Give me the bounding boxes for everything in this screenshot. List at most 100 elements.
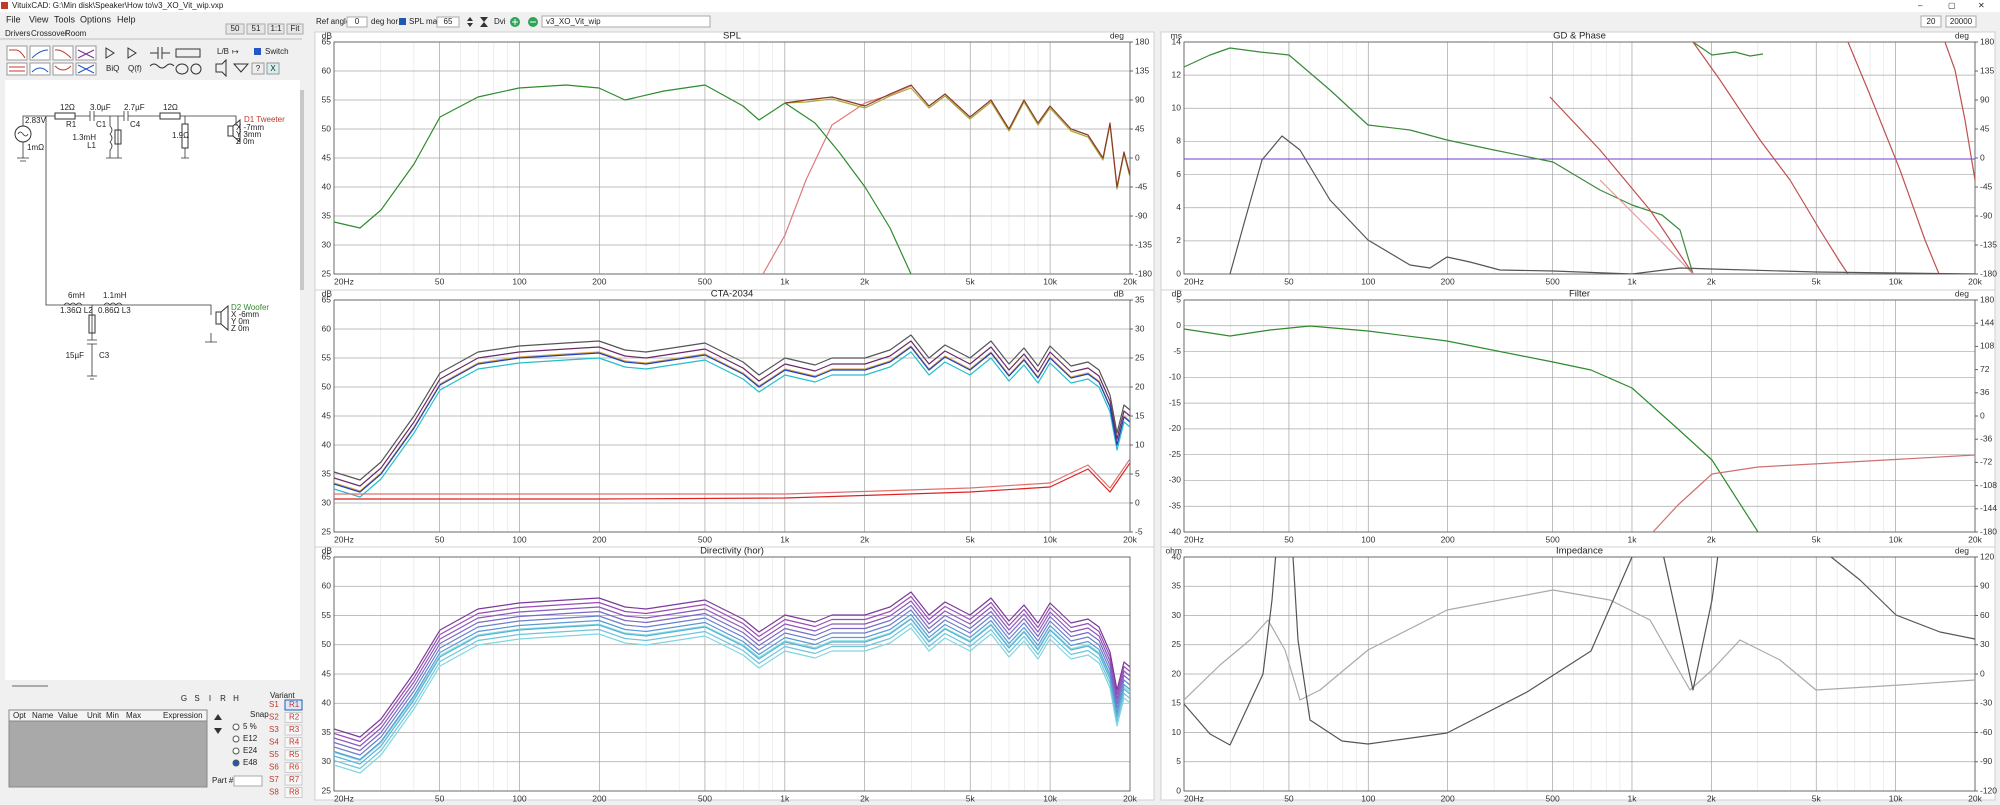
spin-icons[interactable] bbox=[467, 17, 488, 27]
tab[interactable]: Drivers bbox=[5, 29, 30, 38]
variant-r[interactable]: R3 bbox=[289, 725, 300, 734]
variant-s[interactable]: S6 bbox=[269, 763, 279, 772]
zoom-buttons: 50 51 1:1 Fit bbox=[225, 23, 304, 35]
y2-tick-label: 45 bbox=[1980, 123, 1990, 133]
button[interactable] bbox=[266, 62, 280, 75]
y2-tick-label: 20 bbox=[1135, 381, 1145, 391]
input[interactable] bbox=[436, 16, 460, 28]
tool-icons: L/B ↦ Switch BiQ Q(f) ? X bbox=[6, 45, 289, 78]
panel-bg bbox=[314, 289, 1155, 548]
y-tick-label: 30 bbox=[322, 756, 332, 766]
menu-item[interactable]: Options bbox=[80, 14, 112, 24]
x-tick-label: 500 bbox=[1545, 793, 1559, 803]
button[interactable] bbox=[225, 23, 245, 35]
variant-s[interactable]: S8 bbox=[269, 788, 279, 797]
variant-r[interactable]: R2 bbox=[289, 713, 300, 722]
button-label: 1:1 bbox=[270, 24, 282, 33]
y-tick-label: -35 bbox=[1169, 500, 1182, 510]
tool-label[interactable]: Q(f) bbox=[128, 64, 142, 73]
input[interactable] bbox=[346, 16, 368, 28]
panel-bg bbox=[314, 31, 1155, 291]
radio[interactable] bbox=[232, 735, 240, 743]
tool-label[interactable]: L/B bbox=[217, 47, 229, 56]
menu-item[interactable]: File bbox=[6, 14, 21, 24]
variant-s[interactable]: S4 bbox=[269, 738, 279, 747]
y2-tick-label: -30 bbox=[1980, 698, 1993, 708]
y2-tick-label: 180 bbox=[1980, 294, 1994, 304]
column-header: Name bbox=[32, 711, 54, 720]
x-tick-label: 200 bbox=[1441, 793, 1455, 803]
curve bbox=[334, 462, 1130, 500]
icon bbox=[31, 49, 49, 59]
y-tick-label: -25 bbox=[1169, 449, 1182, 459]
file-box[interactable] bbox=[541, 15, 711, 28]
x-tick-label: 20Hz bbox=[1184, 793, 1204, 803]
variant-s[interactable]: S1 bbox=[269, 700, 279, 709]
resistor bbox=[54, 112, 76, 120]
x-tick-label: 500 bbox=[1545, 534, 1559, 544]
button-label[interactable]: R bbox=[220, 694, 226, 703]
tab[interactable]: Room bbox=[65, 29, 87, 38]
tool-button[interactable] bbox=[52, 45, 74, 61]
variant-s[interactable]: S3 bbox=[269, 725, 279, 734]
button[interactable] bbox=[246, 23, 266, 35]
x-tick-label: 5k bbox=[966, 793, 976, 803]
updown-arrows[interactable] bbox=[214, 714, 222, 734]
radio[interactable] bbox=[232, 723, 240, 731]
maximize-button[interactable]: ▢ bbox=[1948, 1, 1956, 10]
tool-button[interactable] bbox=[29, 45, 51, 61]
x-tick-label: 2k bbox=[1707, 793, 1717, 803]
schematic-label: Z 0m bbox=[236, 137, 255, 146]
tool-button[interactable] bbox=[6, 45, 28, 61]
button-label[interactable]: I bbox=[209, 694, 211, 703]
button-label[interactable]: G bbox=[181, 694, 187, 703]
y2-tick-label: -180 bbox=[1980, 268, 1997, 278]
schematic-label: 0.86Ω L3 bbox=[98, 306, 131, 315]
menu-item[interactable]: Help bbox=[117, 14, 136, 24]
variant-r[interactable]: R8 bbox=[289, 788, 300, 797]
plot-panel: 65 60 55 50 45 40 35 30 25 180 135 90 45 0 -45 -90 -135 -… bbox=[314, 30, 1155, 291]
x-tick-label: 10k bbox=[1043, 534, 1057, 544]
variant-r[interactable]: R5 bbox=[289, 750, 300, 759]
minimize-button[interactable]: – bbox=[1918, 1, 1923, 10]
variant-s[interactable]: S5 bbox=[269, 750, 279, 759]
variant-r[interactable]: R7 bbox=[289, 775, 300, 784]
checkbox[interactable] bbox=[254, 48, 261, 55]
variant-r[interactable]: R1 bbox=[289, 700, 300, 709]
capacitor bbox=[89, 111, 129, 121]
icon bbox=[150, 47, 201, 59]
y-tick-label: 65 bbox=[322, 551, 332, 561]
part-label: Part # bbox=[212, 776, 234, 785]
button[interactable] bbox=[286, 23, 304, 35]
icon bbox=[77, 64, 95, 74]
tool-button[interactable] bbox=[52, 62, 74, 76]
button-label[interactable]: H bbox=[233, 694, 239, 703]
variant-r[interactable]: R4 bbox=[289, 738, 300, 747]
y-tick-label: -30 bbox=[1169, 475, 1182, 485]
y2-tick-label: -5 bbox=[1135, 526, 1143, 536]
radio[interactable] bbox=[232, 747, 240, 755]
close-button[interactable]: ✕ bbox=[1978, 1, 1985, 10]
button[interactable] bbox=[251, 62, 265, 75]
variant-r[interactable]: R6 bbox=[289, 763, 300, 772]
y2-tick-label: 60 bbox=[1980, 610, 1990, 620]
menu-item[interactable]: View bbox=[29, 14, 49, 24]
variant-s[interactable]: S2 bbox=[269, 713, 279, 722]
y-tick-label: 35 bbox=[322, 727, 332, 737]
y2-tick-label: 144 bbox=[1980, 317, 1994, 327]
input[interactable] bbox=[1920, 15, 1942, 28]
checkbox[interactable] bbox=[399, 18, 406, 25]
tool-label[interactable]: BiQ bbox=[106, 64, 119, 73]
plot-panel: 65605550454035302535302520151050-5dB20Hz… bbox=[314, 288, 1155, 548]
button[interactable] bbox=[267, 23, 285, 35]
curve bbox=[1184, 325, 1759, 532]
menu-item[interactable]: Tools bbox=[54, 14, 76, 24]
tool-button[interactable] bbox=[29, 62, 51, 76]
input[interactable] bbox=[1945, 15, 1977, 28]
tab[interactable]: Crossover bbox=[31, 29, 68, 38]
variant-s[interactable]: S7 bbox=[269, 775, 279, 784]
button-label[interactable]: S bbox=[194, 694, 199, 703]
part-input[interactable] bbox=[233, 775, 263, 787]
radio[interactable] bbox=[232, 759, 240, 767]
tool-button[interactable] bbox=[6, 62, 28, 76]
